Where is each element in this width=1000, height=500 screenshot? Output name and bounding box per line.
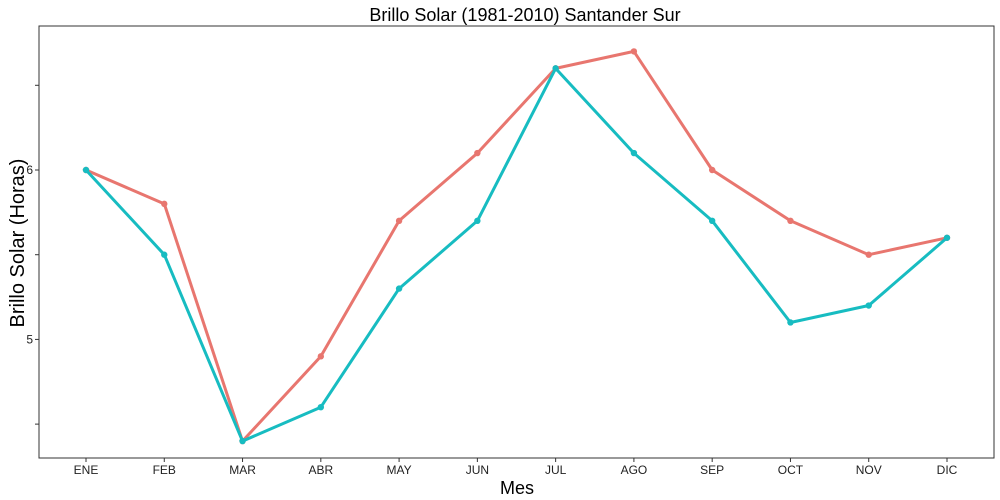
- x-tick-label: OCT: [778, 463, 804, 477]
- series-2-point: [787, 319, 794, 326]
- series-2-point: [943, 234, 951, 241]
- chart-title: Brillo Solar (1981-2010) Santander Sur: [369, 5, 680, 25]
- series-2-point: [865, 302, 872, 309]
- series-2-point: [239, 437, 246, 445]
- series-2-point: [474, 217, 481, 225]
- x-tick-label: AGO: [621, 463, 648, 477]
- series-1-point: [865, 251, 872, 258]
- series-1-point: [630, 48, 638, 55]
- series-1-point: [708, 166, 716, 174]
- series-2-point: [395, 285, 403, 292]
- x-tick-label: NOV: [856, 463, 882, 477]
- x-tick-label: DIC: [937, 463, 958, 477]
- x-tick-label: MAR: [229, 463, 256, 477]
- series-1-point: [787, 217, 794, 225]
- series-2-line: [84, 66, 949, 443]
- x-tick-label: JUN: [466, 463, 489, 477]
- x-tick-label: JUL: [545, 463, 567, 477]
- series-1-point: [161, 200, 168, 208]
- x-tick-label: SEP: [700, 463, 724, 477]
- plot-panel-border: [38, 25, 995, 459]
- series-2-point: [82, 166, 90, 174]
- series-1-point: [474, 149, 481, 157]
- x-tick-label: FEB: [153, 463, 176, 477]
- series-2-point: [552, 65, 559, 72]
- y-tick-label: 6: [26, 163, 33, 177]
- axis-ticks: ENE FEB MAR ABR MAY JUN JUL AGO SEP OCT NOV DIC 5 6: [26, 84, 958, 477]
- series-2-point: [161, 251, 168, 258]
- series-1-line: [84, 49, 949, 443]
- y-tick-label: 5: [26, 332, 33, 346]
- y-axis-title: Brillo Solar (Horas): [7, 159, 29, 328]
- series-layer: [82, 48, 951, 445]
- series-2-point: [630, 149, 638, 157]
- series-1-point: [395, 217, 403, 225]
- series-2-point: [708, 217, 716, 225]
- x-tick-label: ENE: [74, 463, 99, 477]
- x-tick-label: ABR: [308, 463, 333, 477]
- series-1-point: [317, 353, 325, 360]
- x-tick-label: MAY: [387, 463, 412, 477]
- x-axis-title: Mes: [500, 478, 534, 498]
- series-2-point: [317, 403, 325, 411]
